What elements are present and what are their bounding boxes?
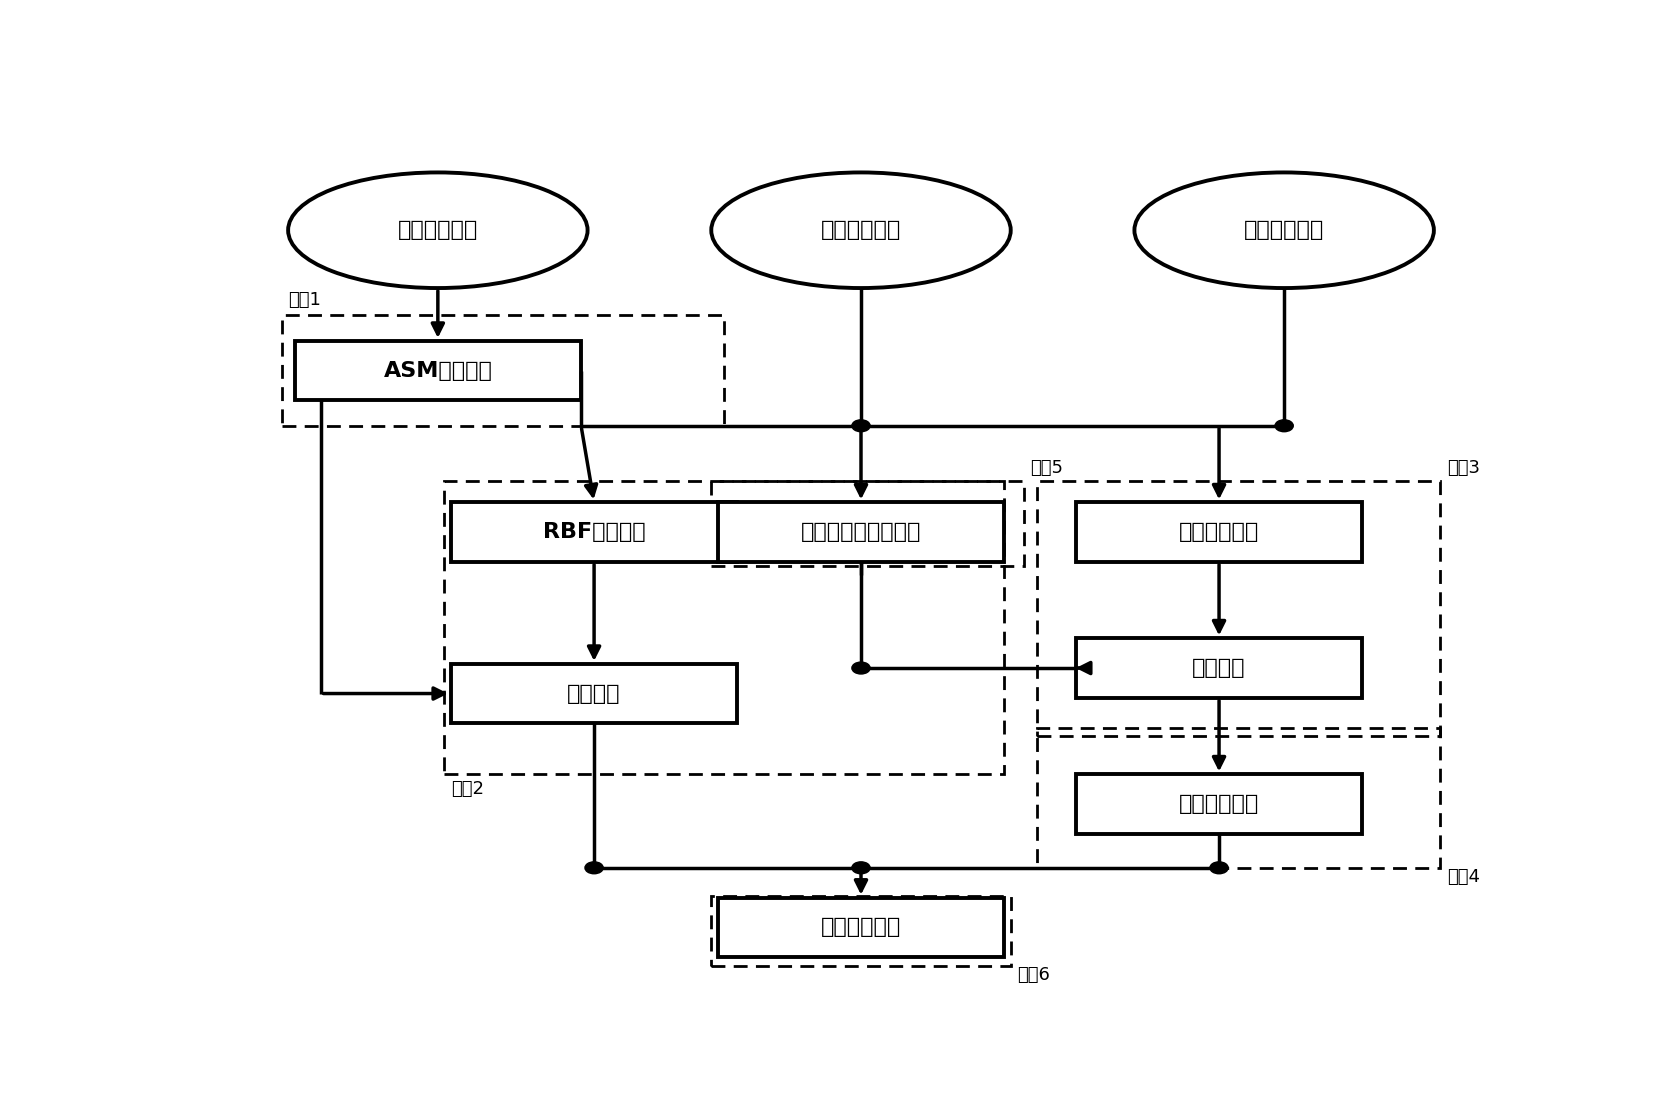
Circle shape	[1275, 420, 1294, 432]
Text: 表情合成结果: 表情合成结果	[822, 917, 900, 937]
Bar	[450, 502, 738, 562]
Bar	[1075, 502, 1362, 562]
Circle shape	[852, 862, 870, 873]
Bar	[717, 898, 1005, 957]
Text: 基于聚类的面部划分: 基于聚类的面部划分	[801, 522, 921, 542]
Text: 步骤6: 步骤6	[1018, 966, 1050, 984]
Ellipse shape	[289, 172, 588, 288]
Bar	[1075, 774, 1362, 834]
Bar	[1037, 728, 1440, 868]
Bar	[282, 316, 724, 426]
Bar	[711, 481, 1023, 566]
Text: 步骤3: 步骤3	[1446, 459, 1480, 477]
Circle shape	[1210, 862, 1228, 873]
Bar	[444, 481, 1005, 774]
Ellipse shape	[711, 172, 1011, 288]
Text: 步骤2: 步骤2	[450, 781, 484, 798]
Ellipse shape	[1134, 172, 1435, 288]
Bar	[1037, 481, 1440, 736]
Bar	[717, 502, 1005, 562]
Text: 步骤5: 步骤5	[1030, 459, 1063, 477]
Text: 表情运动矩阵: 表情运动矩阵	[1179, 522, 1260, 542]
Circle shape	[585, 862, 603, 873]
Text: 标准参考模型: 标准参考模型	[822, 220, 900, 241]
Text: 纹理映射: 纹理映射	[568, 683, 622, 703]
Text: ASM形状定位: ASM形状定位	[383, 361, 492, 381]
Bar	[1075, 638, 1362, 698]
Circle shape	[852, 662, 870, 673]
Text: 步骤1: 步骤1	[289, 291, 321, 309]
Bar	[450, 664, 738, 723]
Text: 步骤4: 步骤4	[1446, 868, 1480, 885]
Text: 三维表情集合: 三维表情集合	[1243, 220, 1324, 241]
Text: RBF散点插值: RBF散点插值	[543, 522, 645, 542]
Text: 局部变换: 局部变换	[1193, 658, 1247, 678]
Text: 输入人脸图像: 输入人脸图像	[398, 220, 479, 241]
Text: 表情运动模型: 表情运动模型	[1179, 794, 1260, 814]
Bar	[711, 895, 1011, 966]
Circle shape	[852, 420, 870, 432]
Bar	[294, 341, 581, 401]
